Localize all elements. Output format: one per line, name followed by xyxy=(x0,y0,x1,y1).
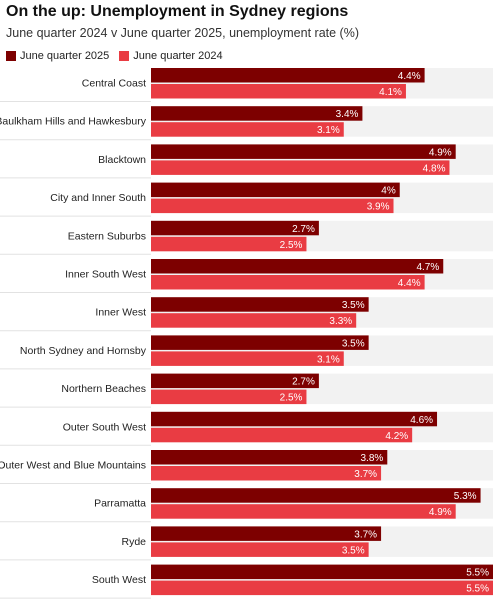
bar-2025-eastern-suburbs xyxy=(151,220,319,236)
category-row-inner-west: Inner West 3.5% 3.3% xyxy=(0,297,493,332)
data-label-2024-city-and-inner-south: 3.9% xyxy=(367,202,390,213)
legend-label-2025: June quarter 2025 xyxy=(20,50,110,62)
chart-title: On the up: Unemployment in Sydney region… xyxy=(6,3,349,20)
category-label: Ryde xyxy=(121,536,146,548)
bar-2025-inner-west xyxy=(151,297,369,312)
data-label-2024-outer-west-and-blue-mountains: 3.7% xyxy=(354,469,377,480)
category-label: Baulkham Hills and Hawkesbury xyxy=(0,116,147,128)
category-label: North Sydney and Hornsby xyxy=(20,345,147,357)
bar-2025-south-west xyxy=(151,564,493,580)
data-label-2025-inner-south-west: 4.7% xyxy=(416,262,439,273)
bar-2024-outer-west-and-blue-mountains xyxy=(151,466,382,481)
data-label-2024-inner-south-west: 4.4% xyxy=(398,278,421,289)
data-label-2025-eastern-suburbs: 2.7% xyxy=(292,224,315,235)
category-row-north-sydney-and-hornsby: North Sydney and Hornsby 3.5%3.1% xyxy=(0,335,493,370)
legend-swatch-2025 xyxy=(6,51,16,61)
bar-2024-blacktown xyxy=(151,160,450,175)
data-label-2025-north-sydney-and-hornsby: 3.5% xyxy=(342,338,365,349)
category-label: Eastern Suburbs xyxy=(68,230,146,242)
bar-2024-northern-beaches xyxy=(151,389,307,405)
legend: June quarter 2025 June quarter 2024 xyxy=(6,49,233,63)
bar-2024-north-sydney-and-hornsby xyxy=(151,351,344,366)
data-label-2025-outer-west-and-blue-mountains: 3.8% xyxy=(360,453,383,464)
data-label-2025-city-and-inner-south: 4% xyxy=(381,186,396,197)
data-label-2025-blacktown: 4.9% xyxy=(429,147,452,158)
category-row-baulkham-hills-and-hawkesbury: Baulkham Hills and Hawkesbury 3.4% 3.1% xyxy=(0,106,493,141)
data-label-2024-central-coast: 4.1% xyxy=(379,87,402,98)
category-row-south-west: South West 5.5% 5.5% xyxy=(0,564,493,599)
data-label-2024-baulkham-hills-and-hawkesbury: 3.1% xyxy=(317,125,340,136)
category-label: Parramatta xyxy=(94,498,146,510)
category-label: Blacktown xyxy=(98,154,146,166)
bar-2024-central-coast xyxy=(151,84,406,99)
data-label-2025-northern-beaches: 2.7% xyxy=(292,377,315,388)
bar-2025-northern-beaches xyxy=(151,373,319,389)
bar-2024-outer-south-west xyxy=(151,427,413,443)
data-label-2024-parramatta: 4.9% xyxy=(429,507,452,518)
category-label: South West xyxy=(92,574,146,586)
data-label-2025-outer-south-west: 4.6% xyxy=(410,415,433,426)
bar-2025-baulkham-hills-and-hawkesbury xyxy=(151,106,363,121)
data-label-2024-ryde: 3.5% xyxy=(342,545,365,556)
data-label-2025-central-coast: 4.4% xyxy=(398,71,421,82)
bar-2025-outer-south-west xyxy=(151,411,438,427)
data-label-2024-north-sydney-and-hornsby: 3.1% xyxy=(317,354,340,365)
bar-2025-inner-south-west xyxy=(151,259,444,274)
bar-2025-parramatta xyxy=(151,488,481,503)
legend-item-2025: June quarter 2025 xyxy=(6,50,109,62)
category-row-northern-beaches: Northern Beaches 2.7% 2.5% xyxy=(0,373,493,408)
category-label: Outer West and Blue Mountains xyxy=(0,460,146,472)
category-label: City and Inner South xyxy=(50,192,146,204)
category-row-outer-south-west: Outer South West 4.6%4.2% xyxy=(0,411,493,446)
chart-subtitle: June quarter 2024 v June quarter 2025, u… xyxy=(6,26,359,40)
bar-2024-ryde xyxy=(151,542,369,557)
category-row-ryde: Ryde 3.7% 3.5% xyxy=(0,526,493,561)
data-label-2025-baulkham-hills-and-hawkesbury: 3.4% xyxy=(336,109,359,120)
data-label-2024-eastern-suburbs: 2.5% xyxy=(280,240,303,251)
data-label-2024-south-west: 5.5% xyxy=(466,584,489,595)
category-label: Inner South West xyxy=(65,269,146,281)
bar-2024-inner-south-west xyxy=(151,275,425,290)
category-label: Inner West xyxy=(95,307,146,319)
bar-2025-central-coast xyxy=(151,68,425,83)
bar-2025-north-sydney-and-hornsby xyxy=(151,335,369,350)
category-row-outer-west-and-blue-mountains: Outer West and Blue Mountains 3.8% 3.7% xyxy=(0,450,493,484)
bar-2024-inner-west xyxy=(151,313,357,328)
data-label-2024-inner-west: 3.3% xyxy=(329,316,352,327)
data-label-2025-parramatta: 5.3% xyxy=(454,491,477,502)
category-row-inner-south-west: Inner South West 4.7% 4.4% xyxy=(0,259,493,293)
data-label-2025-inner-west: 3.5% xyxy=(342,300,365,311)
bar-2024-baulkham-hills-and-hawkesbury xyxy=(151,122,344,137)
category-row-eastern-suburbs: Eastern Suburbs 2.7% 2.5% xyxy=(0,220,493,255)
category-row-parramatta: Parramatta 5.3%4.9% xyxy=(0,488,493,523)
data-label-2025-south-west: 5.5% xyxy=(466,568,489,579)
category-label: Central Coast xyxy=(82,78,146,90)
bar-2025-outer-west-and-blue-mountains xyxy=(151,450,388,465)
data-label-2024-outer-south-west: 4.2% xyxy=(385,431,408,442)
category-row-city-and-inner-south: City and Inner South 4% 3.9% xyxy=(0,182,493,217)
bar-2025-ryde xyxy=(151,526,382,541)
category-label: Outer South West xyxy=(63,421,146,433)
bar-2024-south-west xyxy=(151,580,493,596)
bar-2024-parramatta xyxy=(151,504,456,519)
bar-2024-city-and-inner-south xyxy=(151,198,394,214)
category-row-blacktown: Blacktown 4.9% 4.8% xyxy=(0,144,493,179)
category-row-central-coast: Central Coast 4.4% 4.1% xyxy=(0,68,493,102)
data-label-2025-ryde: 3.7% xyxy=(354,529,377,540)
bar-2025-city-and-inner-south xyxy=(151,182,400,198)
category-label: Northern Beaches xyxy=(61,383,146,395)
bar-2025-blacktown xyxy=(151,144,456,159)
legend-item-2024: June quarter 2024 xyxy=(119,50,223,62)
data-label-2024-blacktown: 4.8% xyxy=(423,163,446,174)
legend-swatch-2024 xyxy=(119,51,130,61)
bar-2024-eastern-suburbs xyxy=(151,236,307,252)
data-label-2024-northern-beaches: 2.5% xyxy=(280,393,303,404)
legend-label-2024: June quarter 2024 xyxy=(133,50,223,62)
